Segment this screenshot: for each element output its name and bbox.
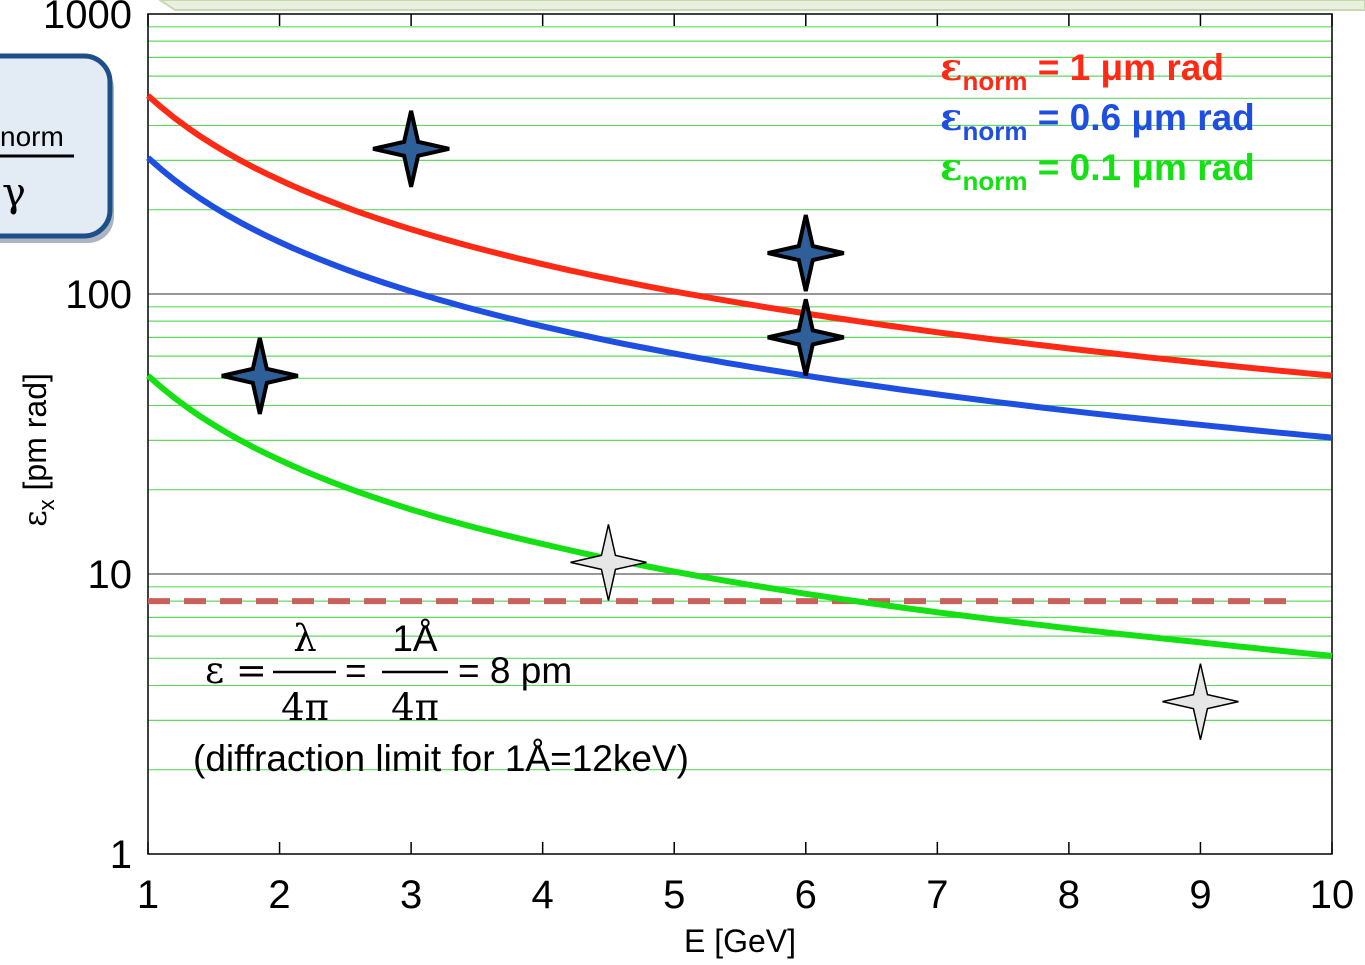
legend-entry-1: εnorm = 1 μm rad [940,45,1224,96]
y-tick-label: 100 [65,273,132,317]
star-marker-light [570,524,647,601]
x-tick-label: 7 [926,873,948,917]
legend-value: = 1 μm rad [1028,47,1224,88]
y-tick-label: 1000 [43,0,132,37]
legend-subscript: norm [963,166,1028,196]
series-line-1 [146,93,1333,379]
ann-eq: = [345,650,367,691]
star-marker-light [1162,663,1239,740]
plot-frame [147,13,1333,855]
series-line-3 [146,373,1333,659]
tick-labels: 1 2 3 4 5 6 7 8 9 10 1 10 100 1000 [43,0,1354,917]
x-tick-label: 2 [268,873,290,917]
inset-subscript: norm [0,121,64,152]
ann-frac2-num: 1Å [392,618,438,659]
x-tick-label: 5 [663,873,685,917]
x-tick-label: 3 [400,873,422,917]
inset-denominator: γ [2,170,26,216]
y-axis-title: εx [pm rad] [16,373,59,527]
legend-subscript: norm [963,66,1028,96]
legend-value: = 0.1 μm rad [1028,147,1255,188]
axis-ticks [147,14,1333,854]
inset-box: norm γ [0,53,114,243]
ann-frac1-den: 4π [281,686,329,729]
legend-entry-3: εnorm = 0.1 μm rad [940,145,1255,196]
y-axis-title-main: ε [16,510,54,527]
ann-rhs: = 8 pm [458,650,572,691]
ann-lhs: ε = [205,649,267,692]
top-band [158,0,1365,11]
star-marker-dark [767,298,845,376]
diffraction-annotation: ε = λ 4π = 1Å 4π = 8 pm (diffraction lim… [193,617,689,779]
legend-symbol: ε [940,45,963,89]
series-line-2 [146,155,1333,441]
ann-frac2-den: 4π [391,686,439,729]
star-markers [221,110,1239,740]
x-tick-label: 4 [532,873,554,917]
y-tick-label: 10 [88,553,133,597]
legend-symbol: ε [940,95,963,139]
legend-value: = 0.6 μm rad [1028,97,1255,138]
x-axis-title: E [GeV] [684,923,796,959]
grid [148,26,1332,771]
x-tick-label: 1 [137,873,159,917]
x-tick-label: 10 [1310,873,1355,917]
star-marker-dark [221,337,299,415]
y-axis-title-sub: x [34,499,59,510]
x-tick-label: 8 [1058,873,1080,917]
star-marker-dark [767,214,845,292]
y-tick-label: 1 [110,833,132,877]
x-tick-label: 6 [795,873,817,917]
y-axis-title-unit: [pm rad] [17,373,53,499]
legend-entry-2: εnorm = 0.6 μm rad [940,95,1255,146]
ann-note: (diffraction limit for 1Å=12keV) [193,738,689,779]
series-group [146,93,1333,659]
legend-subscript: norm [963,116,1028,146]
ann-frac1-num: λ [293,617,316,660]
x-tick-label: 9 [1189,873,1211,917]
star-marker-dark [372,110,450,188]
legend-symbol: ε [940,145,963,189]
